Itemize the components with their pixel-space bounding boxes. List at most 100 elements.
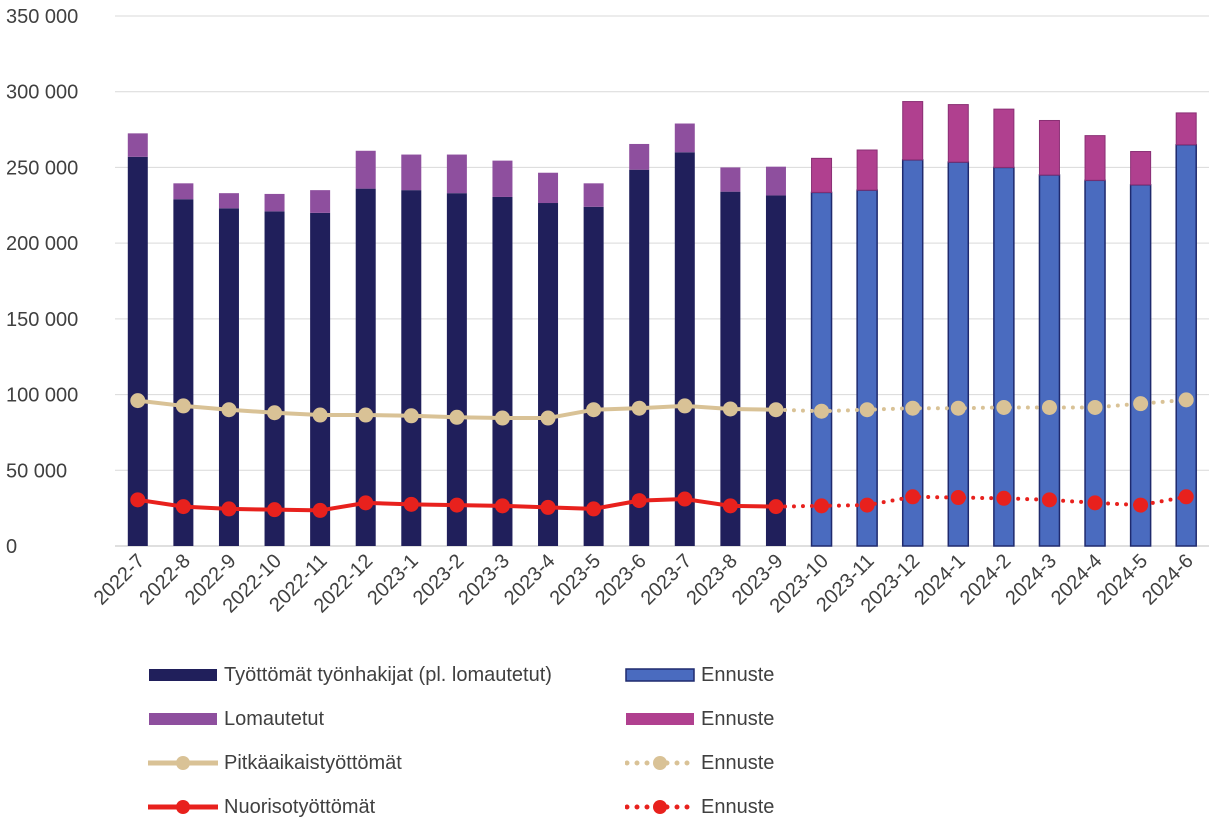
data-point [312,407,328,423]
bar-segment [173,199,194,546]
bar-segment [1130,151,1152,186]
bar-segment [401,154,422,191]
data-point [768,402,784,418]
data-point [722,498,738,514]
bar-segment [218,208,239,547]
data-point [586,402,602,418]
bar-segment [401,190,422,546]
lines [130,392,1194,518]
y-tick-label: 150 000 [6,309,78,331]
bar-segment [355,150,376,189]
x-tick-label: 2022-8 [135,550,195,610]
data-point [267,405,283,421]
bar-segment [765,195,786,546]
x-tick-label: 2023-1 [363,550,423,610]
data-point [859,497,875,513]
data-point [267,502,283,518]
y-axis-tick-labels: 0 50 000 100 000 150 000 200 000 250 000 300 0… [6,6,78,558]
data-point [950,490,966,506]
data-point [1041,492,1057,508]
bar-segment [538,203,559,546]
bar-segment [810,191,833,547]
data-point [1133,396,1149,412]
data-point [540,499,556,515]
series-line [773,397,1189,414]
data-point [358,495,374,511]
data-point [130,393,146,409]
bar-segment [173,183,194,200]
bar-segment [856,189,878,547]
data-point [494,410,510,426]
data-point [905,400,921,416]
bar-segment [947,161,970,547]
y-tick-label: 300 000 [6,82,78,104]
data-point [358,407,374,423]
series-line [773,494,1189,509]
data-point [814,403,830,419]
data-point [1041,399,1057,415]
bar-segment [674,152,695,547]
data-point [677,491,693,507]
data-point [631,400,647,416]
data-point [768,499,784,515]
bar-segment [492,160,513,197]
bar-segment [310,190,331,213]
x-tick-label: 2023-6 [591,550,651,610]
data-point [1178,392,1194,408]
data-point [631,493,647,509]
data-point [403,496,419,512]
bar-segment [127,133,148,157]
bar-segment [629,143,650,170]
x-tick-label: 2023-3 [454,550,514,610]
data-point [449,497,465,513]
data-point [540,410,556,426]
x-tick-label: 2023-7 [637,550,697,610]
data-point [1133,497,1149,513]
y-tick-label: 100 000 [6,385,78,407]
y-tick-label: 250 000 [6,157,78,179]
y-tick-label: 200 000 [6,233,78,255]
x-tick-label: 2024-1 [910,550,970,610]
bar-segment [218,193,239,209]
bar-segment [901,159,924,547]
bar-segment [947,104,969,163]
x-tick-label: 2023-5 [546,550,606,610]
bar-segment [446,154,467,194]
bar-segment [811,157,833,193]
data-point [905,489,921,505]
bar-segment [856,149,878,191]
bar-segment [902,101,924,161]
bars [127,101,1197,547]
data-point [175,398,191,414]
y-tick-label: 350 000 [6,6,78,28]
data-point [996,399,1012,415]
bar-segment [1175,112,1197,146]
bar-segment [1084,135,1106,181]
x-tick-label: 2022-7 [90,550,150,610]
x-tick-label: 2023-8 [682,550,742,610]
data-point [175,499,191,515]
data-point [814,498,830,514]
data-point [221,501,237,517]
data-point [677,398,693,414]
x-tick-label: 2024-4 [1047,550,1107,610]
data-point [1087,399,1103,415]
bar-segment [993,108,1015,168]
bar-segment [1129,184,1152,547]
bar-segment [538,172,559,204]
data-point [950,400,966,416]
x-tick-label: 2024-2 [956,550,1016,610]
x-axis-tick-labels: 2022-72022-82022-92022-102022-112022-122… [90,550,1198,617]
bar-segment [674,123,695,153]
bar-segment [583,206,604,547]
data-point [586,501,602,517]
x-tick-label: 2023-2 [409,550,469,610]
bar-segment [720,167,741,192]
bar-segment [310,212,331,546]
data-point [1087,495,1103,511]
data-point [996,490,1012,506]
x-tick-label: 2023-4 [500,550,560,610]
bar-segment [446,193,467,546]
